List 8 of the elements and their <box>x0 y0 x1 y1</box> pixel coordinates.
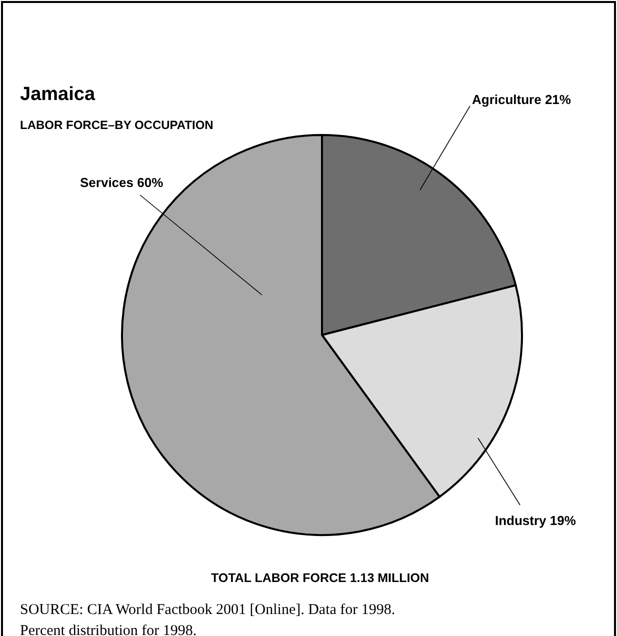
slice-label: Services 60% <box>80 175 164 190</box>
text: LABOR FORCE–BY OCCUPATION <box>20 118 214 132</box>
text: Percent distribution for 1998. <box>20 623 197 636</box>
source-note: SOURCE: CIA World Factbook 2001 [Online]. Data for 1998. <box>20 602 396 618</box>
slice-label: Agriculture 21% <box>472 92 572 107</box>
chart-title: Jamaica <box>20 84 96 105</box>
slice-label: Industry 19% <box>495 513 576 528</box>
text: TOTAL LABOR FORCE 1.13 MILLION <box>210 571 430 585</box>
